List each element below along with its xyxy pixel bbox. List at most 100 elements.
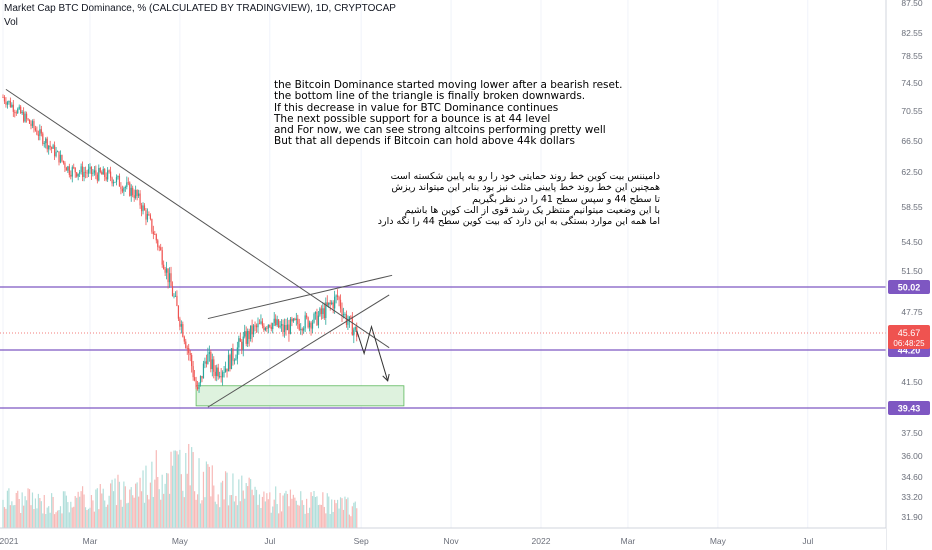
volume-bar	[283, 493, 286, 528]
candle-body	[11, 104, 13, 108]
candle-body	[136, 190, 138, 196]
volume-bar	[48, 506, 50, 528]
price-level-badge-label: 44.20	[898, 346, 921, 356]
volume-bar	[233, 501, 236, 528]
volume-bar	[87, 508, 90, 528]
volume-bar	[73, 506, 75, 528]
candle-body	[37, 134, 39, 136]
trendline-rising-wedge-top[interactable]	[207, 274, 393, 320]
price-tick-label: 74.50	[901, 78, 923, 88]
price-axis[interactable]: 87.50 82.55 78.55 74.50 70.55 66.50 62.50 58.55…	[885, 0, 932, 550]
volume-bar	[146, 494, 149, 528]
volume-bar	[53, 514, 56, 528]
volume-bar	[155, 450, 157, 528]
volume-bar	[145, 465, 147, 528]
projection-path[interactable]	[356, 324, 390, 382]
current-price-badge[interactable]	[888, 325, 930, 349]
candle-body	[8, 100, 10, 103]
persian-note-line: همچنین این خط روند خط پایینی مثلث نیز بو…	[391, 182, 660, 194]
english-note-line: and For now, we can see strong altcoins …	[274, 124, 606, 137]
volume-bar	[344, 496, 346, 528]
candle-body	[335, 295, 337, 297]
candle-body	[260, 321, 262, 324]
volume-bar	[61, 513, 63, 528]
price-level-badge-label: 39.43	[898, 404, 921, 414]
time-axis-background	[0, 528, 886, 550]
candle-body	[199, 375, 202, 384]
candle-body	[326, 302, 328, 306]
volume-bar	[51, 493, 53, 528]
candle-body	[179, 318, 181, 327]
volume-bar	[198, 458, 200, 528]
volume-bar	[148, 499, 150, 528]
volume-bar	[242, 490, 244, 528]
candle-body	[244, 331, 246, 337]
candle-body	[205, 361, 208, 364]
price-level-badge[interactable]	[888, 280, 930, 294]
volume-bar	[285, 490, 287, 528]
price-tick-label: 34.60	[901, 472, 923, 482]
candle-body	[105, 176, 107, 180]
candle-body	[173, 295, 175, 297]
candle-body	[350, 316, 352, 318]
candle-body	[292, 318, 294, 322]
candle-body	[245, 331, 247, 344]
volume-bar	[194, 491, 196, 528]
price-level-badge[interactable]	[888, 401, 930, 415]
candle-body	[275, 318, 277, 326]
volume-bar	[267, 499, 269, 528]
candle-body	[295, 318, 297, 320]
volume-bar	[214, 501, 216, 528]
volume-bar	[313, 490, 315, 528]
candle-body	[334, 296, 336, 309]
volume-bar	[20, 512, 22, 528]
volume-bar	[345, 499, 348, 528]
candle-body	[46, 138, 48, 150]
volume-bar	[36, 508, 38, 528]
candle-body	[143, 205, 146, 211]
trendline-rising-wedge-bottom[interactable]	[207, 294, 390, 408]
volume-bar	[325, 513, 327, 528]
candle-body	[267, 324, 269, 329]
candle-body	[20, 106, 22, 114]
volume-bar	[74, 496, 76, 528]
candle-body	[213, 359, 215, 372]
volume-bar	[238, 479, 240, 528]
volume-bar	[40, 501, 42, 528]
candle-body	[146, 214, 149, 220]
volume-bar	[207, 464, 209, 528]
candle-body	[280, 324, 283, 326]
candle-body	[84, 171, 87, 173]
candle-body	[283, 324, 286, 333]
candle-body	[89, 166, 91, 169]
volume-legend-label: Vol	[4, 17, 18, 28]
volume-bar	[269, 492, 271, 528]
volume-bar	[332, 511, 334, 528]
volume-bar	[67, 502, 69, 528]
time-tick-label: Mar	[83, 536, 98, 546]
volume-bar	[316, 496, 318, 528]
volume-bar	[328, 496, 330, 528]
candle-body	[294, 318, 296, 320]
candle-body	[177, 306, 180, 319]
volume-bar	[136, 482, 138, 528]
candle-body	[87, 168, 90, 174]
time-axis[interactable]: 2021 Mar May Jul Sep Nov 2022 Mar May Jul	[0, 527, 886, 550]
volume-bar	[160, 499, 162, 528]
volume-bar	[84, 507, 87, 528]
support-zone-rect[interactable]	[195, 385, 405, 407]
volume-bar	[280, 511, 283, 528]
volume-bar	[354, 501, 356, 528]
candle-body	[52, 145, 54, 149]
candle-body	[168, 273, 171, 283]
volume-bar	[143, 502, 146, 528]
volume-bar	[174, 450, 177, 528]
trendline-descending-resistance[interactable]	[5, 88, 390, 349]
volume-bar	[320, 504, 322, 528]
candle-body	[132, 187, 134, 196]
projection-polyline[interactable]	[356, 324, 389, 381]
volume-bar	[65, 495, 67, 528]
trendlines[interactable]	[5, 88, 393, 408]
time-tick-label: Mar	[621, 536, 636, 546]
